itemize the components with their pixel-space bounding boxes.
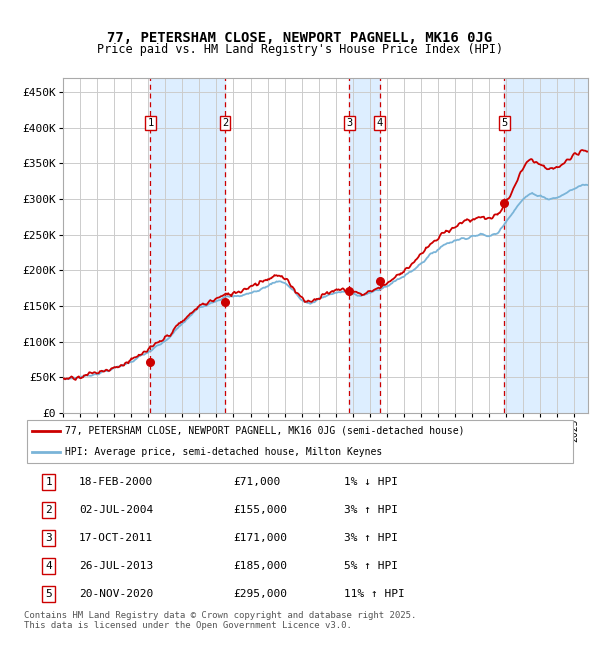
Text: 26-JUL-2013: 26-JUL-2013 — [79, 561, 154, 571]
Bar — [349, 78, 380, 413]
Text: 5% ↑ HPI: 5% ↑ HPI — [344, 561, 398, 571]
Text: £71,000: £71,000 — [234, 477, 281, 487]
Text: £171,000: £171,000 — [234, 533, 288, 543]
Text: £185,000: £185,000 — [234, 561, 288, 571]
Text: HPI: Average price, semi-detached house, Milton Keynes: HPI: Average price, semi-detached house,… — [65, 447, 383, 457]
Text: 3: 3 — [346, 118, 352, 128]
Text: 2: 2 — [222, 118, 228, 128]
Text: £155,000: £155,000 — [234, 505, 288, 515]
Bar — [505, 78, 588, 413]
Text: 1: 1 — [46, 477, 52, 487]
Text: Price paid vs. HM Land Registry's House Price Index (HPI): Price paid vs. HM Land Registry's House … — [97, 43, 503, 56]
FancyBboxPatch shape — [27, 420, 573, 463]
Text: 1% ↓ HPI: 1% ↓ HPI — [344, 477, 398, 487]
Text: 3% ↑ HPI: 3% ↑ HPI — [344, 505, 398, 515]
Text: 11% ↑ HPI: 11% ↑ HPI — [344, 589, 405, 599]
Text: 4: 4 — [376, 118, 383, 128]
Text: 77, PETERSHAM CLOSE, NEWPORT PAGNELL, MK16 0JG (semi-detached house): 77, PETERSHAM CLOSE, NEWPORT PAGNELL, MK… — [65, 426, 465, 436]
Text: 5: 5 — [501, 118, 508, 128]
Text: £295,000: £295,000 — [234, 589, 288, 599]
Text: 20-NOV-2020: 20-NOV-2020 — [79, 589, 154, 599]
Text: 4: 4 — [46, 561, 52, 571]
Text: 1: 1 — [148, 118, 154, 128]
Text: 3: 3 — [46, 533, 52, 543]
Text: 2: 2 — [46, 505, 52, 515]
Text: 18-FEB-2000: 18-FEB-2000 — [79, 477, 154, 487]
Text: 17-OCT-2011: 17-OCT-2011 — [79, 533, 154, 543]
Bar — [151, 78, 225, 413]
Text: 02-JUL-2004: 02-JUL-2004 — [79, 505, 154, 515]
Text: 5: 5 — [46, 589, 52, 599]
Text: Contains HM Land Registry data © Crown copyright and database right 2025.
This d: Contains HM Land Registry data © Crown c… — [24, 611, 416, 630]
Text: 3% ↑ HPI: 3% ↑ HPI — [344, 533, 398, 543]
Text: 77, PETERSHAM CLOSE, NEWPORT PAGNELL, MK16 0JG: 77, PETERSHAM CLOSE, NEWPORT PAGNELL, MK… — [107, 31, 493, 45]
